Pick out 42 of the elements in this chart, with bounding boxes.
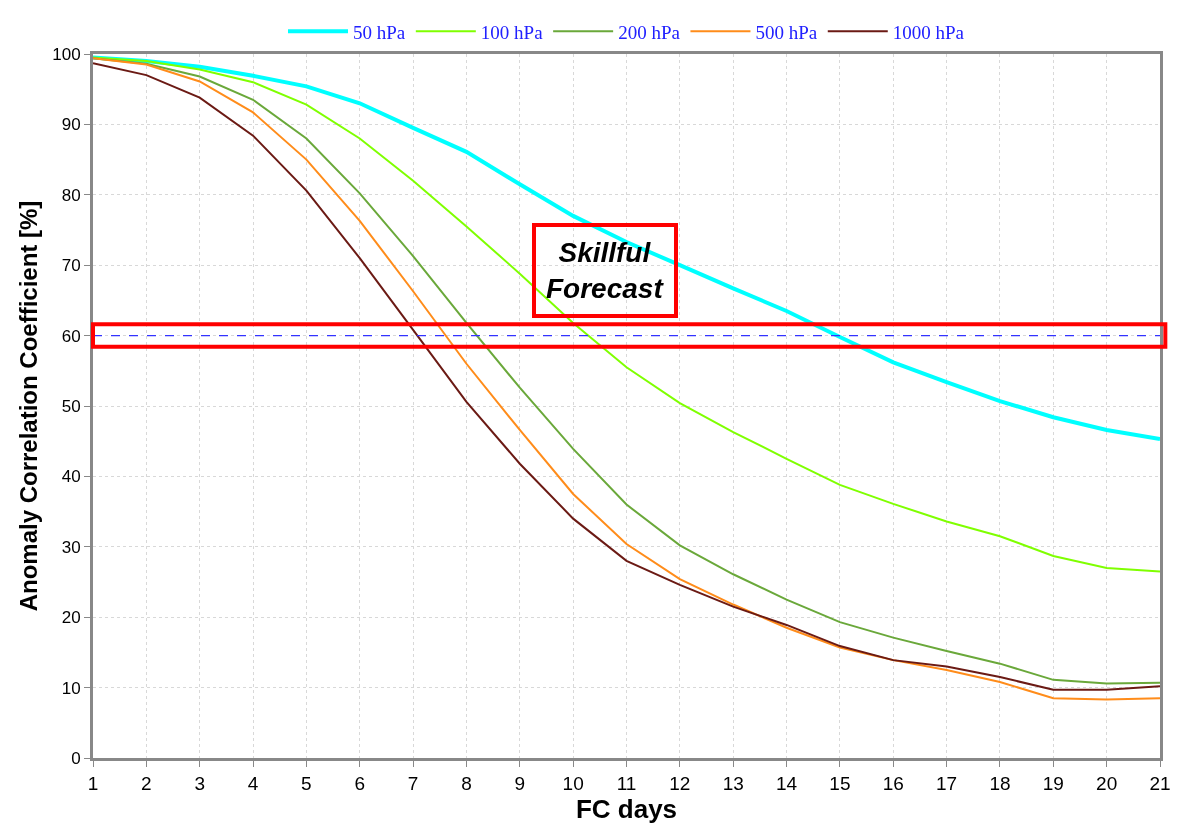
- x-tick-label: 10: [562, 772, 584, 794]
- y-tick-label: 30: [61, 537, 81, 557]
- y-tick-label: 10: [61, 678, 81, 698]
- x-tick-label: 6: [354, 772, 366, 794]
- x-tick-label: 16: [882, 772, 904, 794]
- legend-label: 50 hPa: [353, 21, 406, 43]
- x-tick-label: 3: [194, 772, 205, 794]
- x-tick-label: 15: [829, 772, 851, 794]
- x-tick-label: 5: [301, 772, 312, 794]
- x-tick-label: 7: [407, 772, 419, 794]
- y-tick-label: 40: [61, 467, 81, 487]
- legend-label: 200 hPa: [618, 21, 681, 43]
- y-tick-label: 60: [61, 326, 81, 346]
- y-tick-label: 0: [71, 748, 81, 768]
- y-tick-label: 20: [61, 608, 81, 628]
- y-tick-label: 70: [61, 256, 81, 276]
- y-tick-label: 100: [52, 44, 81, 64]
- annotation: Skillful Forecast: [546, 237, 665, 305]
- y-tick-label: 50: [61, 396, 81, 416]
- line-series: [93, 55, 1160, 442]
- x-tick-label: 8: [461, 772, 472, 794]
- legend-label: 100 hPa: [480, 21, 544, 43]
- x-tick-label: 1: [87, 772, 99, 794]
- y-tick-label: 90: [61, 115, 81, 135]
- x-tick-label: 4: [247, 772, 259, 794]
- y-tick-label: 80: [61, 185, 81, 205]
- x-tick-label: 14: [775, 772, 798, 794]
- x-tick-label: 11: [616, 772, 637, 794]
- x-tick-label: 17: [936, 772, 958, 794]
- y-axis-title: Anomaly Correlation Coefficient [%]: [15, 200, 43, 612]
- x-tick-label: 9: [514, 772, 526, 794]
- x-tick-label: 2: [141, 772, 152, 794]
- x-tick-label: 21: [1149, 772, 1171, 794]
- line-series: [93, 56, 1160, 573]
- x-tick-label: 18: [989, 772, 1011, 794]
- x-tick-label: 19: [1042, 772, 1064, 794]
- legend-label: 1000 hPa: [892, 21, 965, 43]
- x-axis-title: FC days: [575, 793, 678, 824]
- x-tick-label: 20: [1096, 772, 1118, 794]
- x-tick-label: 13: [722, 772, 744, 794]
- legend-label: 500 hPa: [755, 21, 818, 43]
- x-tick-label: 12: [669, 772, 691, 794]
